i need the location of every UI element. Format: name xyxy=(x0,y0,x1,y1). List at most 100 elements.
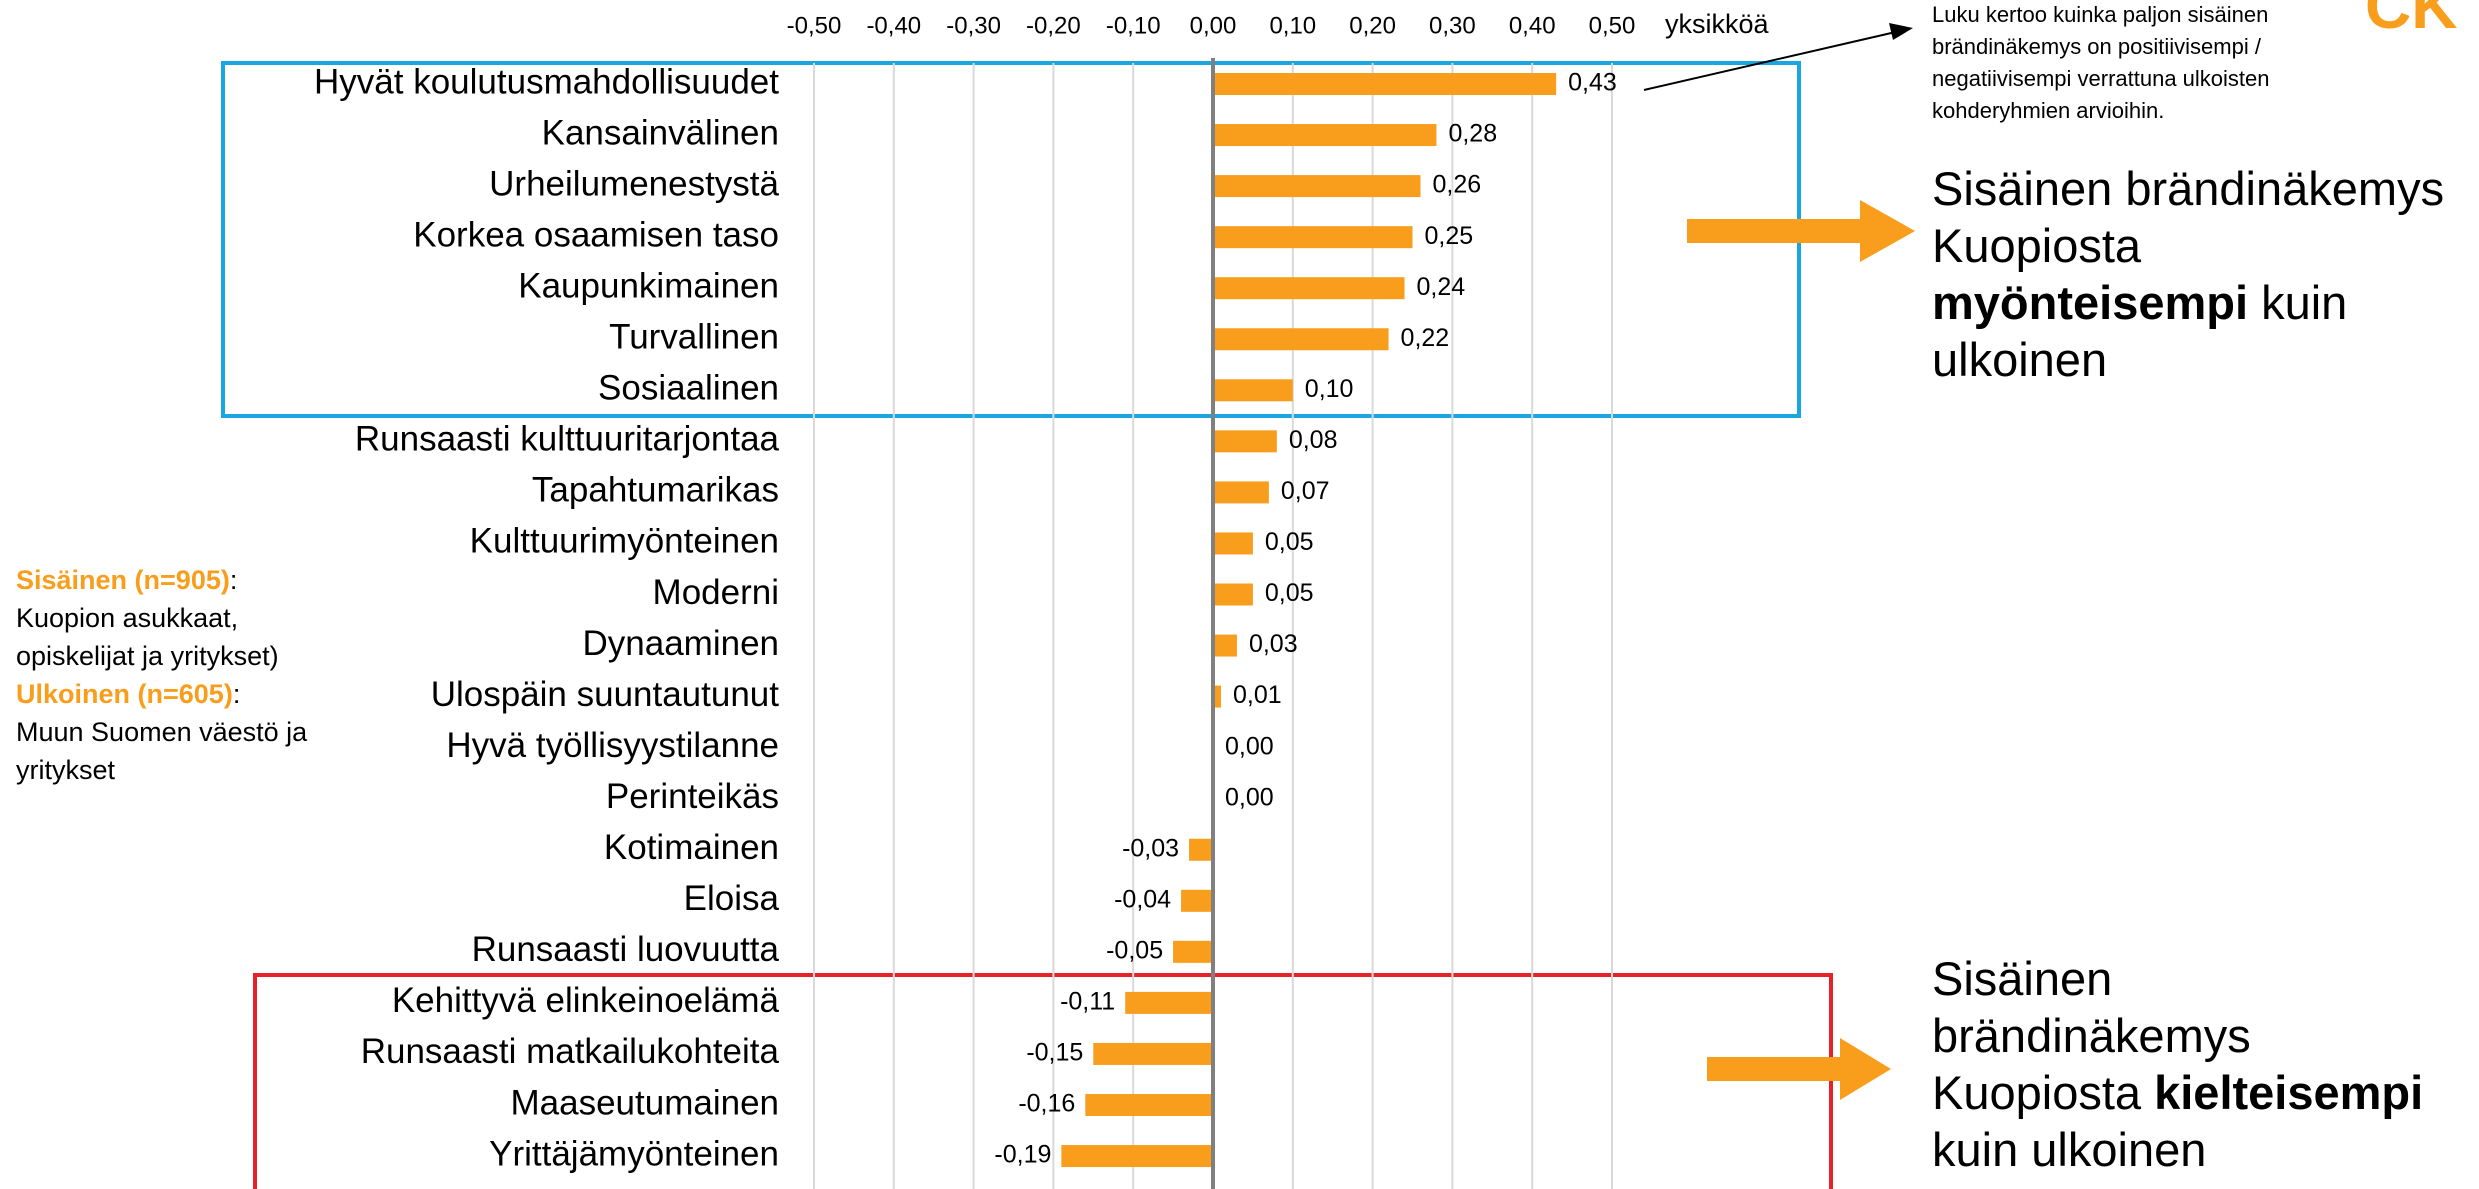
note-line: Kuopiosta xyxy=(1932,219,2142,272)
x-tick-label: -0,40 xyxy=(866,12,921,39)
bar xyxy=(1213,685,1221,708)
category-label: Tapahtumarikas xyxy=(532,471,779,510)
x-tick-label: -0,50 xyxy=(787,12,842,39)
value-label: -0,16 xyxy=(1018,1090,1075,1118)
note-segment: Ulkoinen (n=605) xyxy=(16,679,233,709)
bar xyxy=(1213,430,1277,453)
category-label: Runsaasti matkailukohteita xyxy=(361,1032,780,1071)
category-label: Maaseutumainen xyxy=(511,1083,780,1122)
value-label: -0,11 xyxy=(1060,988,1115,1016)
x-tick-label: 0,10 xyxy=(1269,12,1316,39)
value-label: 0,05 xyxy=(1265,528,1314,556)
value-label: 0,24 xyxy=(1417,273,1466,301)
x-tick-label: 0,20 xyxy=(1349,12,1396,39)
bar xyxy=(1181,889,1213,912)
category-label: Ulospäin suuntautunut xyxy=(431,675,780,714)
category-label: Runsaasti luovuutta xyxy=(472,930,780,969)
bar xyxy=(1213,73,1557,95)
note-segment: Luku kertoo kuinka paljon sisäinen xyxy=(1932,2,2268,27)
annotation-pointer xyxy=(1643,30,1901,91)
value-label: 0,22 xyxy=(1401,324,1450,352)
category-label: Kansainvälinen xyxy=(542,113,779,152)
category-label: Dynaaminen xyxy=(583,624,780,663)
bar xyxy=(1213,175,1421,198)
x-tick-label: 0,30 xyxy=(1429,12,1476,39)
bar xyxy=(1213,583,1253,606)
note-segment: opiskelijat ja yritykset) xyxy=(16,641,279,671)
bar xyxy=(1213,634,1237,657)
value-label: 0,08 xyxy=(1289,426,1338,454)
category-label: Kaupunkimainen xyxy=(518,266,779,305)
note-line: Sisäinen xyxy=(1932,952,2112,1005)
note-line: ulkoinen xyxy=(1932,333,2107,386)
note-line: negatiivisempi verrattuna ulkoisten xyxy=(1932,66,2270,91)
value-label: 0,10 xyxy=(1305,375,1354,403)
value-label: -0,19 xyxy=(994,1141,1051,1169)
note-line: yritykset xyxy=(16,755,116,785)
note-line: Muun Suomen väestö ja xyxy=(16,717,308,747)
x-tick-label: -0,30 xyxy=(946,12,1001,39)
note-segment: Sisäinen brändinäkemys xyxy=(1932,162,2444,215)
note-segment: Kuopion asukkaat, xyxy=(16,603,238,633)
value-label: 0,26 xyxy=(1432,171,1481,199)
bar xyxy=(1085,1094,1213,1116)
note-line: Kuopiosta kielteisempi xyxy=(1932,1066,2423,1119)
bar xyxy=(1213,277,1405,300)
note-line: brändinäkemys xyxy=(1932,1009,2251,1062)
note-segment: : xyxy=(233,679,241,709)
value-label: 0,00 xyxy=(1225,783,1274,811)
category-label: Sosiaalinen xyxy=(598,369,779,408)
value-label: 0,05 xyxy=(1265,579,1314,607)
note-segment: brändinäkemys on positiivisempi / xyxy=(1932,34,2262,59)
note-segment: Kuopiosta xyxy=(1932,1066,2154,1119)
note-segment: Kuopiosta xyxy=(1932,219,2142,272)
bar xyxy=(1213,379,1293,402)
arrow-positive xyxy=(1687,200,1915,262)
note-line: kuin ulkoinen xyxy=(1932,1123,2206,1176)
note-line: myönteisempi kuin xyxy=(1932,276,2347,329)
note-segment: ulkoinen xyxy=(1932,333,2107,386)
note-line: Ulkoinen (n=605): xyxy=(16,679,240,709)
bar xyxy=(1213,328,1389,351)
value-label: 0,43 xyxy=(1568,69,1617,97)
note-segment: kohderyhmien arvioihin. xyxy=(1932,98,2164,123)
x-tick-label: -0,20 xyxy=(1026,12,1081,39)
value-label: -0,03 xyxy=(1122,834,1179,862)
x-tick-label: 0,40 xyxy=(1509,12,1556,39)
note-segment: : xyxy=(230,565,238,595)
axis-label: yksikköä xyxy=(1665,9,1770,39)
category-label: Urheilumenestystä xyxy=(489,164,779,203)
note-segment: negatiivisempi verrattuna ulkoisten xyxy=(1932,66,2270,91)
x-tick-label: 0,50 xyxy=(1589,12,1636,39)
note-line: brändinäkemys on positiivisempi / xyxy=(1932,34,2262,59)
bar xyxy=(1213,124,1437,147)
category-label: Runsaasti kulttuuritarjontaa xyxy=(355,420,780,459)
note-line: Kuopion asukkaat, xyxy=(16,603,238,633)
note-segment: brändinäkemys xyxy=(1932,1009,2251,1062)
bar xyxy=(1213,481,1269,504)
value-label: 0,00 xyxy=(1225,732,1274,760)
note-line: Sisäinen (n=905): xyxy=(16,565,237,595)
note-segment: Sisäinen xyxy=(1932,952,2112,1005)
category-label: Kotimainen xyxy=(604,828,779,867)
x-tick-label: 0,00 xyxy=(1190,12,1237,39)
value-label: -0,05 xyxy=(1106,936,1163,964)
bar xyxy=(1093,1042,1213,1065)
bar xyxy=(1173,940,1213,963)
note-segment: myönteisempi xyxy=(1932,276,2248,329)
note-segment: yritykset xyxy=(16,755,116,785)
bar xyxy=(1213,532,1253,555)
value-label: -0,04 xyxy=(1114,885,1171,913)
highlight-box-negative xyxy=(253,973,1833,1189)
note-segment: Sisäinen (n=905) xyxy=(16,565,230,595)
x-tick-label: -0,10 xyxy=(1106,12,1161,39)
note-segment: Muun Suomen väestö ja xyxy=(16,717,308,747)
value-label: 0,28 xyxy=(1448,120,1497,148)
note-segment: kuin ulkoinen xyxy=(1932,1123,2206,1176)
category-label: Korkea osaamisen taso xyxy=(413,215,779,254)
bar xyxy=(1061,1145,1213,1168)
category-label: Eloisa xyxy=(684,879,780,918)
category-label: Yrittäjämyönteinen xyxy=(489,1134,779,1173)
value-label: 0,03 xyxy=(1249,630,1298,658)
